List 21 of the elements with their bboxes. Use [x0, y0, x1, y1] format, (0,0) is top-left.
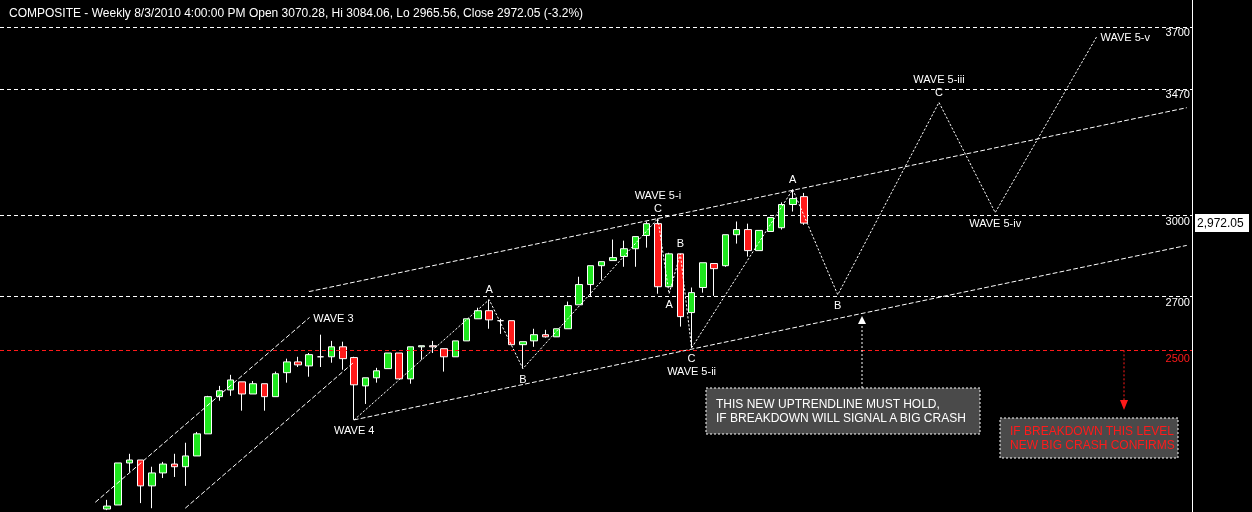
data-label: B — [676, 237, 685, 250]
data-label: B — [834, 299, 842, 312]
data-label: WAVE 4 — [334, 424, 375, 437]
y-tick-label: 2700 — [1165, 295, 1190, 308]
ref-line-label: 2500 — [1165, 351, 1190, 364]
data-label: WAVE 5-i C — [634, 189, 682, 215]
data-label: WAVE 5-iv — [969, 217, 1022, 230]
text: COMPOSITE - Weekly 8/3/2010 4:00:00 PM Open 3070.28, Hi 3084.06, Lo 2965.56, Close 2972.05 (-3.2%) — [9, 6, 584, 20]
annotation: THIS NEW UPTRENDLINE MUST HOLD, IF BREAKDOWN WILL SIGNAL A BIG CRASH — [716, 397, 966, 425]
data-label: B — [519, 373, 527, 386]
annotation: IF BREAKDOWN THIS LEVEL NEW BIG CRASH CONFIRMS — [1010, 424, 1175, 452]
data-label: A — [789, 172, 798, 185]
data-label: A — [485, 283, 494, 296]
data-label: WAVE 5-v — [1100, 31, 1151, 44]
y-tick-label: 3700 — [1165, 26, 1190, 39]
y-tick-label: 3470 — [1165, 88, 1190, 101]
y-tick-label: 3000 — [1165, 215, 1190, 228]
text: 2,972.05 — [1197, 216, 1245, 231]
data-label: C WAVE 5-ii — [667, 352, 717, 378]
data-label: WAVE 3 — [313, 311, 354, 324]
data-label: A — [665, 298, 674, 311]
